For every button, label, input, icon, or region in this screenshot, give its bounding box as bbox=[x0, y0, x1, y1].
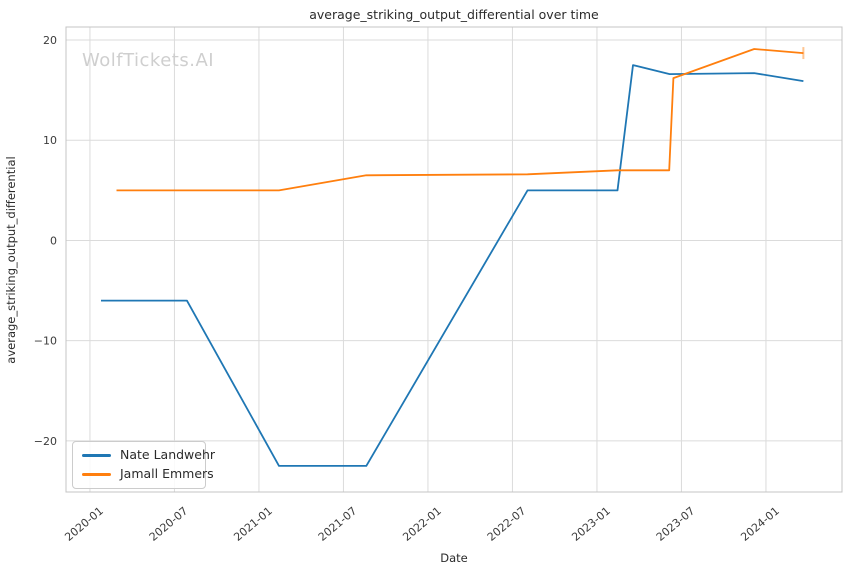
plot-border bbox=[65, 26, 843, 493]
watermark: WolfTickets.AI bbox=[82, 50, 214, 71]
chart-title: average_striking_output_differential ove… bbox=[309, 7, 599, 22]
legend-item: Nate Landwehr bbox=[82, 448, 215, 462]
y-tick-label: −10 bbox=[34, 335, 57, 348]
legend-line-swatch-blue bbox=[82, 453, 111, 457]
gridlines bbox=[66, 27, 842, 492]
y-tick-label: 20 bbox=[43, 34, 57, 47]
x-tick-label: 2021-07 bbox=[316, 504, 360, 544]
legend-item: Jamall Emmers bbox=[82, 467, 214, 481]
legend-label: Jamall Emmers bbox=[120, 466, 214, 481]
x-tick-label: 2023-01 bbox=[569, 504, 613, 544]
series-line-jamall-emmers bbox=[116, 48, 804, 192]
x-tick-label: 2020-07 bbox=[147, 504, 191, 544]
x-axis-label: Date bbox=[440, 551, 468, 565]
y-axis-label: average_striking_output_differential bbox=[4, 156, 18, 363]
data-series bbox=[101, 47, 805, 467]
x-tick-label: 2021-01 bbox=[231, 504, 275, 544]
y-axis-ticks: 20 10 0 −10 −20 bbox=[34, 34, 57, 448]
y-tick-label: 0 bbox=[50, 234, 57, 247]
y-tick-label: −20 bbox=[34, 435, 57, 448]
legend-line-swatch-orange bbox=[82, 472, 111, 476]
x-tick-label: 2024-01 bbox=[738, 504, 782, 544]
legend-label: Nate Landwehr bbox=[120, 447, 216, 462]
x-axis-ticks: 2020-01 2020-07 2021-01 2021-07 2022-01 2022-… bbox=[62, 504, 782, 544]
legend: Nate Landwehr Jamall Emmers bbox=[72, 441, 215, 489]
y-tick-label: 10 bbox=[43, 134, 57, 147]
x-tick-label: 2022-07 bbox=[485, 504, 529, 544]
x-tick-label: 2023-07 bbox=[654, 504, 698, 544]
series-line-nate-landwehr bbox=[101, 64, 804, 467]
x-tick-label: 2020-01 bbox=[62, 504, 106, 544]
x-tick-label: 2022-01 bbox=[400, 504, 444, 544]
